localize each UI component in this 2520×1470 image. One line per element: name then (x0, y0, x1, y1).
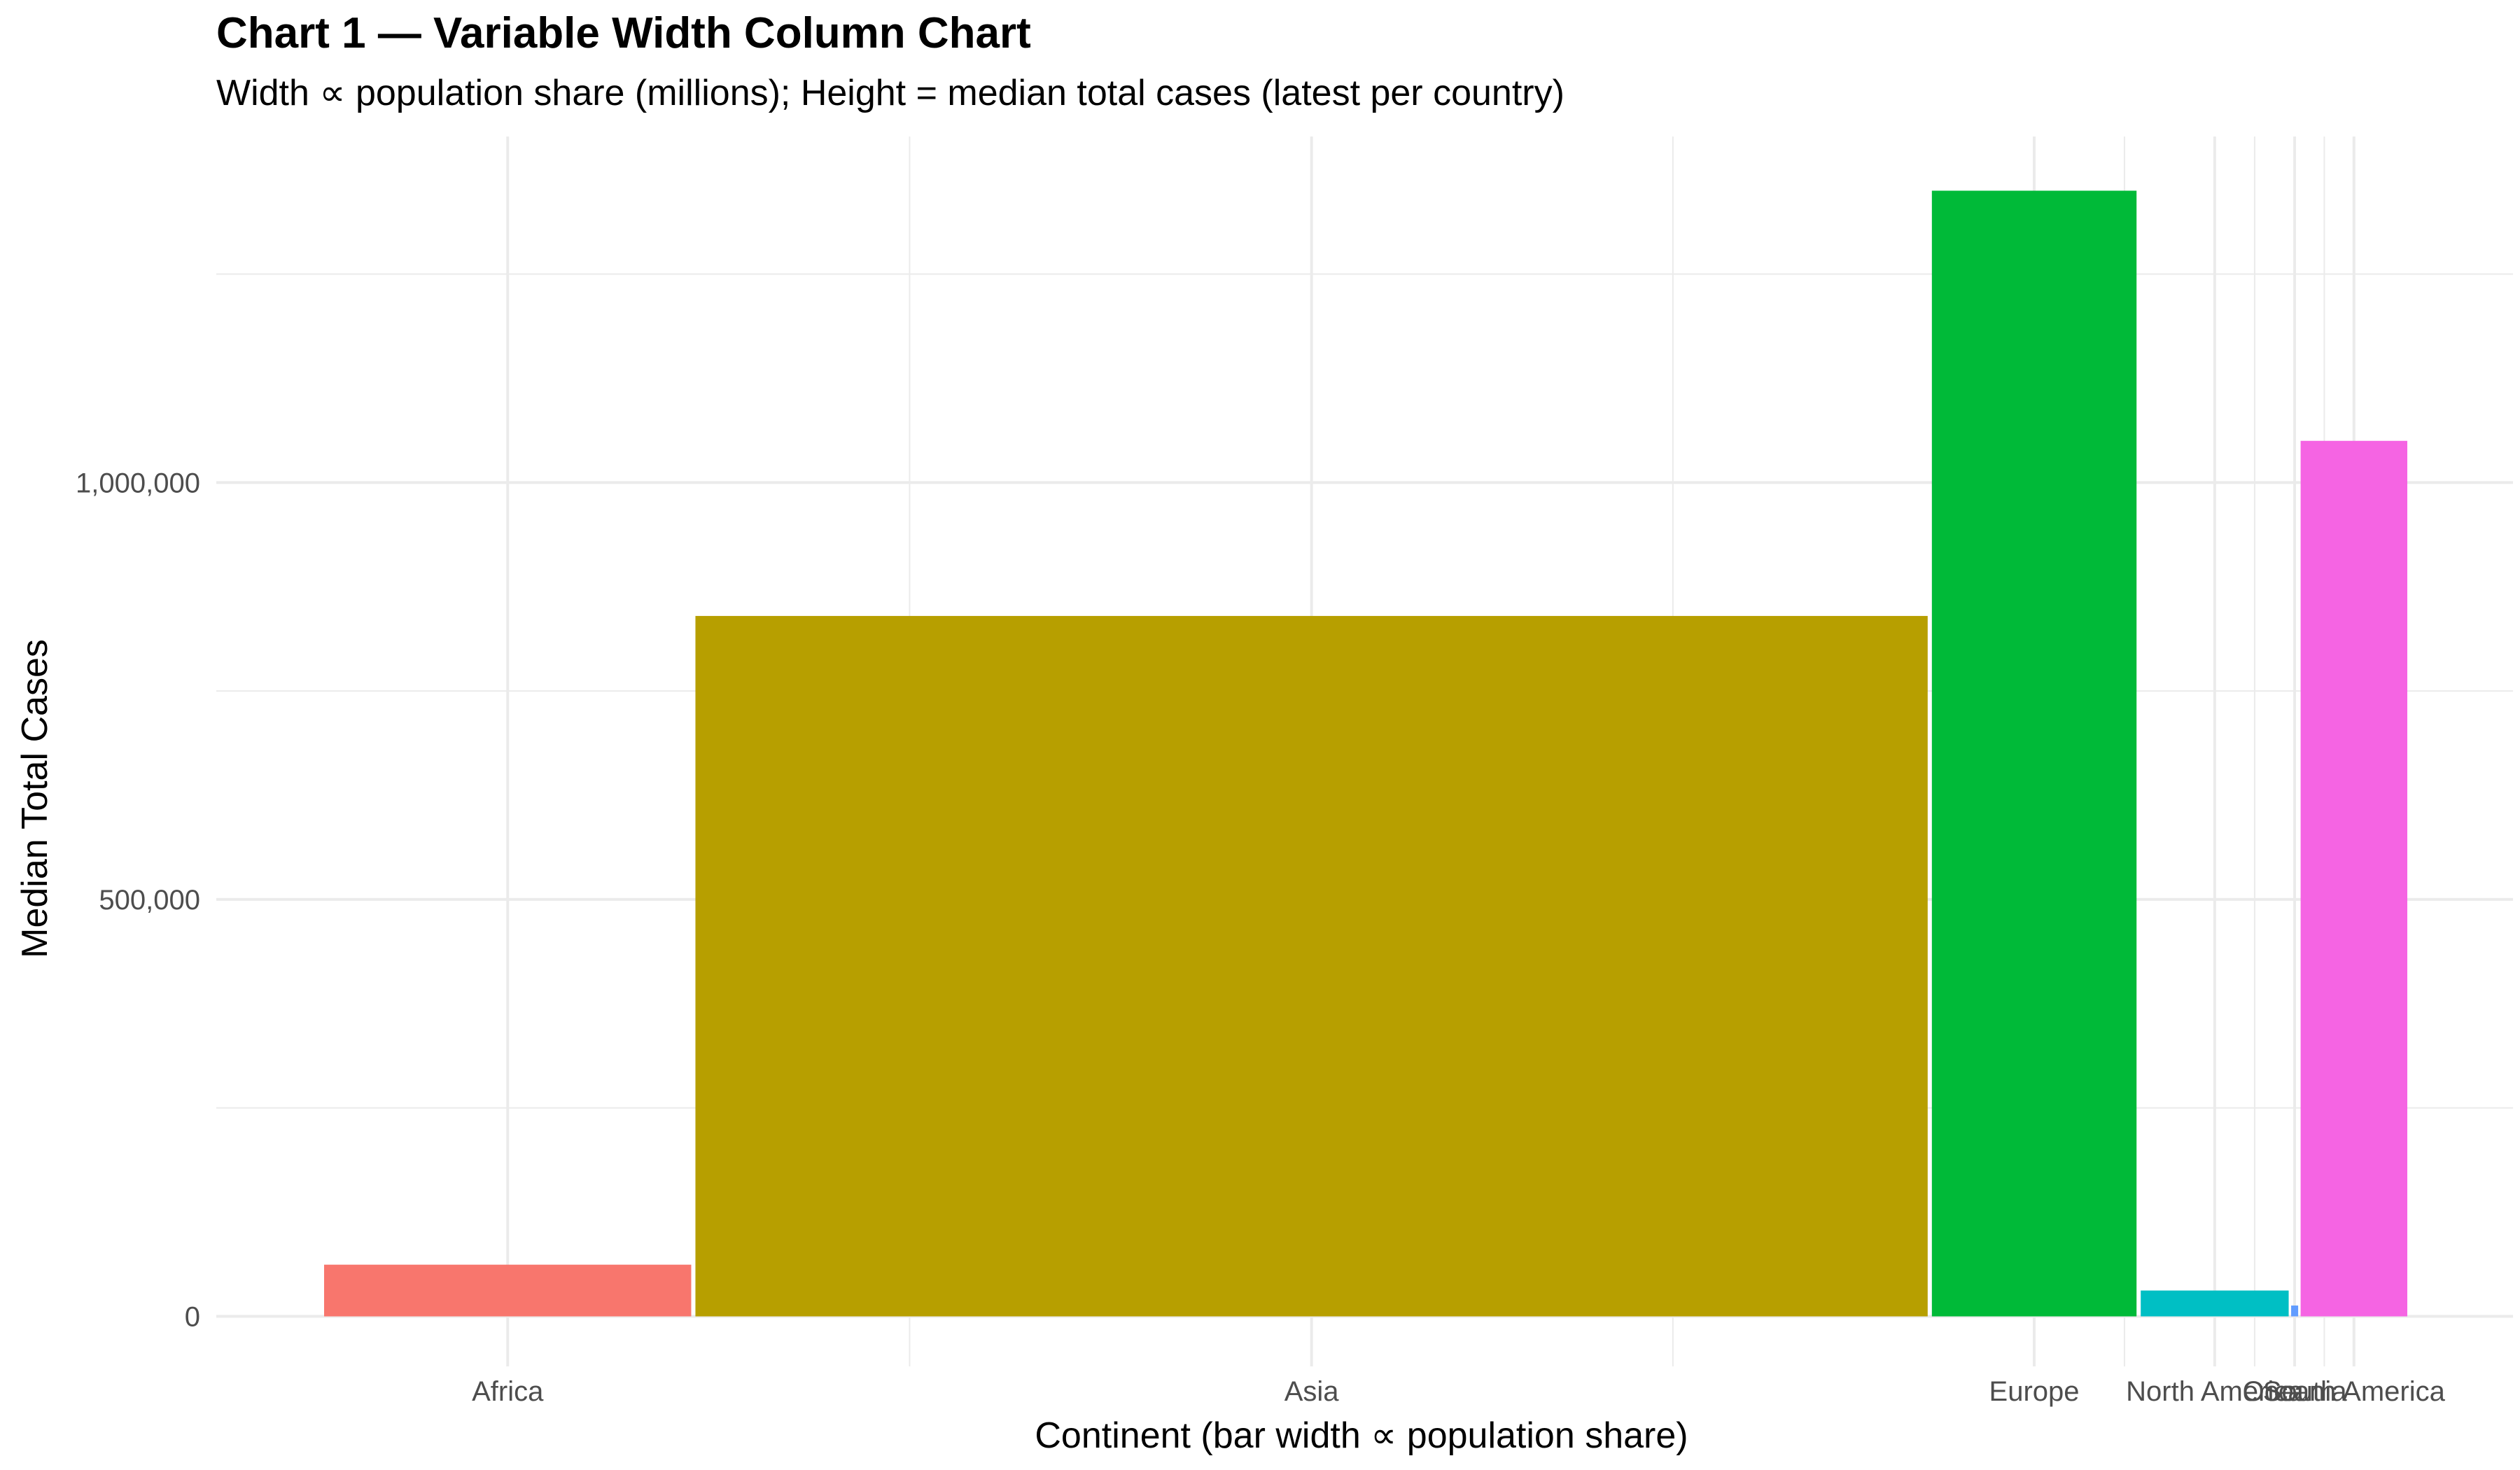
y-axis-title: Median Total Cases (15, 639, 55, 958)
y-tick-label: 0 (185, 1302, 200, 1333)
y-tick-label: 1,000,000 (76, 468, 200, 498)
x-tick-label: South America (2263, 1376, 2446, 1407)
y-tick-label: 500,000 (99, 885, 200, 916)
x-tick-label: Europe (1989, 1376, 2080, 1407)
bar-asia (695, 615, 1928, 1317)
x-tick-label: Asia (1284, 1376, 1340, 1407)
bar-africa (324, 1264, 692, 1317)
chart-subtitle: Width ∝ population share (millions); Hei… (216, 73, 1564, 113)
bar-south-america (2300, 440, 2407, 1317)
x-axis-ticks: Africa Asia Europe North AmericaOceaniaSout… (472, 1376, 2446, 1407)
bar-oceania (2291, 1306, 2299, 1317)
x-axis-title: Continent (bar width ∝ population share) (1035, 1415, 1688, 1456)
chart-title: Chart 1 — Variable Width Column Chart (216, 9, 1031, 57)
x-tick-label: Africa (472, 1376, 544, 1407)
y-axis-ticks: 0 500,000 1,000,000 (76, 468, 200, 1332)
x-tick-label: Oceania (2243, 1376, 2348, 1407)
x-tick-label: North America (2126, 1376, 2304, 1407)
bar-europe (1931, 190, 2137, 1317)
bars (324, 190, 2407, 1317)
bar-north-america (2141, 1290, 2289, 1317)
